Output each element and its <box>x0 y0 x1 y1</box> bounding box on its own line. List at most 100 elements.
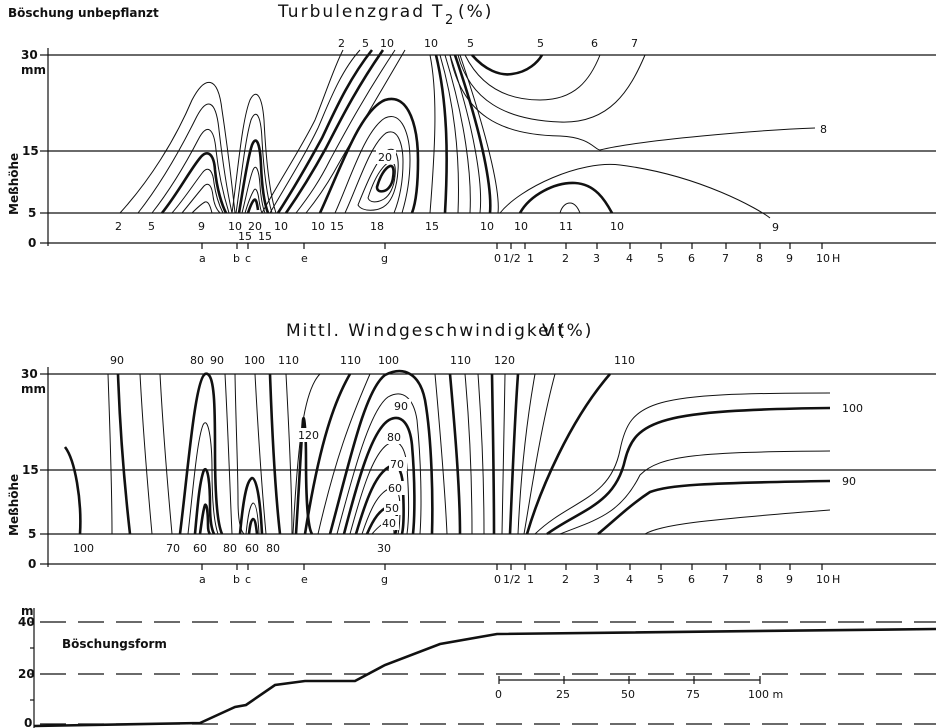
p2-ytick-0: 0 <box>28 557 36 571</box>
panel2-contours <box>63 369 831 536</box>
p1-bottom-val: 9 <box>198 220 205 233</box>
p1-top-val: 7 <box>631 37 638 50</box>
p2-pos-a: a <box>199 573 206 586</box>
panel1-frame <box>40 48 936 246</box>
p1-inner-label: 20 <box>378 151 392 164</box>
p2-dist: 5 <box>657 573 664 586</box>
p1-bottom-val: 10 <box>480 220 494 233</box>
p2-top-val: 110 <box>340 354 361 367</box>
p2-ytick-15: 15 <box>22 463 39 477</box>
panel2-symbol: V <box>542 321 556 341</box>
panel3-frame <box>30 608 936 728</box>
p1-dist: 1 <box>527 252 534 265</box>
panel1-subscript: 2 <box>445 13 453 28</box>
scale-tick-25: 25 <box>556 688 570 701</box>
p1-bottom-val: 15 <box>238 230 252 243</box>
p1-dist: 8 <box>756 252 763 265</box>
p2-ytick-30: 30 <box>21 367 38 381</box>
p1-bottom-val: 10 <box>274 220 288 233</box>
p1-bottom-val: 18 <box>370 220 384 233</box>
p2-inner-label: 90 <box>394 400 408 413</box>
p3-ytick-0: 0 <box>24 716 32 728</box>
p1-top-val: 10 <box>424 37 438 50</box>
p2-ytick-unit: mm <box>21 382 46 396</box>
p2-top-val: 120 <box>494 354 515 367</box>
p1-inner-label: 8 <box>820 123 827 136</box>
p2-dist: 1 <box>527 573 534 586</box>
p1-bottom-val: 15 <box>425 220 439 233</box>
p2-dist: 9 <box>786 573 793 586</box>
p1-ytick-0: 0 <box>28 236 36 250</box>
panel1-xaxis: a b c e g 0 1/2 1 2 3 4 5 6 7 8 9 10 H <box>199 243 840 265</box>
p2-inner-label: 40 <box>382 517 396 530</box>
p1-ytick-unit: mm <box>21 63 46 77</box>
p1-dist: 10 <box>816 252 830 265</box>
p2-pos-c: c <box>245 573 251 586</box>
p1-bottom-val: 2 <box>115 220 122 233</box>
p2-dist: H <box>832 573 840 586</box>
p1-dist: 7 <box>722 252 729 265</box>
scale-bar: 0 25 50 75 100 m <box>495 676 783 701</box>
scale-tick-100m: 100 m <box>748 688 783 701</box>
p1-pos-b: b <box>233 252 240 265</box>
p2-inner-label: 50 <box>385 502 399 515</box>
p2-dist: 10 <box>816 573 830 586</box>
slope-label: Böschung unbepflanzt <box>8 6 159 20</box>
p2-pos-b: b <box>233 573 240 586</box>
p2-bottom-val: 70 <box>166 542 180 555</box>
p1-pos-c: c <box>245 252 251 265</box>
p1-pos-g: g <box>381 252 388 265</box>
p1-bottom-val: 9 <box>772 221 779 234</box>
panel1-contours <box>119 49 816 219</box>
p1-top-val: 10 <box>380 37 394 50</box>
p2-bottom-val: 80 <box>223 542 237 555</box>
p1-bottom-val: 10 <box>228 220 242 233</box>
p2-top-val: 80 <box>190 354 204 367</box>
panel1-unit: (%) <box>458 2 493 22</box>
scale-tick-75: 75 <box>686 688 700 701</box>
p1-bottom-val: 5 <box>148 220 155 233</box>
p2-ytick-5: 5 <box>28 527 36 541</box>
p2-pos-g: g <box>381 573 388 586</box>
p2-inner-label: 70 <box>390 458 404 471</box>
p2-dist: 0 <box>494 573 501 586</box>
p2-yaxis-label: Meßhöhe <box>7 474 21 536</box>
panel2-frame <box>40 367 936 567</box>
panel2-title: Mittl. Windgeschwindigkeit <box>286 321 566 341</box>
p2-bottom-val: 30 <box>377 542 391 555</box>
p2-bottom-val: 80 <box>266 542 280 555</box>
p2-inner-label: 60 <box>388 482 402 495</box>
p2-dist: 2 <box>562 573 569 586</box>
p1-dist: 6 <box>688 252 695 265</box>
p2-bottom-val: 100 <box>73 542 94 555</box>
embankment-form-label: Böschungsform <box>62 637 167 651</box>
panel1-symbol: T <box>431 2 444 22</box>
p1-dist: 1/2 <box>503 252 521 265</box>
p2-inner-label: 100 <box>842 402 863 415</box>
p1-yaxis-label: Meßhöhe <box>7 153 21 215</box>
p2-pos-e: e <box>301 573 308 586</box>
p1-ytick-30: 30 <box>21 48 38 62</box>
p1-dist: 3 <box>593 252 600 265</box>
p1-bottom-val: 15 <box>258 230 272 243</box>
p2-inner-label: 120 <box>298 429 319 442</box>
p1-pos-a: a <box>199 252 206 265</box>
p1-ytick-5: 5 <box>28 206 36 220</box>
p1-bottom-val: 10 <box>514 220 528 233</box>
p1-pos-e: e <box>301 252 308 265</box>
p2-dist: 6 <box>688 573 695 586</box>
p1-dist: 9 <box>786 252 793 265</box>
embankment-profile <box>33 627 936 728</box>
p2-bottom-val: 60 <box>193 542 207 555</box>
p2-inner-label: 80 <box>387 431 401 444</box>
panel1-labels: 2 5 10 10 5 5 6 7 2 5 9 10 15 20 15 10 1… <box>115 37 827 243</box>
p1-bottom-val: 15 <box>330 220 344 233</box>
p1-dist: 2 <box>562 252 569 265</box>
p2-top-val: 110 <box>614 354 635 367</box>
p1-top-val: 6 <box>591 37 598 50</box>
p2-dist: 8 <box>756 573 763 586</box>
p1-top-val: 2 <box>338 37 345 50</box>
p1-top-val: 5 <box>362 37 369 50</box>
scale-tick-50: 50 <box>621 688 635 701</box>
